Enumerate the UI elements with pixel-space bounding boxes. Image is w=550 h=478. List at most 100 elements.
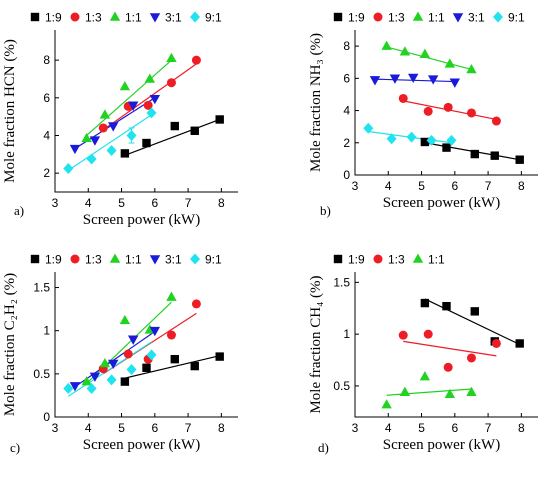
data-point-1:1 <box>166 291 177 301</box>
legend-label: 9:1 <box>205 253 222 267</box>
legend-marker-9:1 <box>190 11 200 23</box>
x-tick-label: 3 <box>52 421 59 435</box>
data-point-1:9 <box>470 307 479 316</box>
y-tick-label: 4 <box>343 104 350 118</box>
chart-panel-b: 3 4 5 6 7 8 0 2 4 6 8 Screen power (kW) Mole fractio… <box>308 11 538 218</box>
fit-line-9:1 <box>67 341 152 397</box>
legend-label: 1:3 <box>388 253 405 267</box>
data-point-9:1 <box>126 129 137 141</box>
x-axis-label: Screen power (kW) <box>83 437 200 453</box>
y-tick-label: 8 <box>343 39 350 53</box>
legend-marker-1:9 <box>30 12 40 22</box>
y-tick-label: 1 <box>43 324 50 338</box>
data-point-1:9 <box>442 143 451 152</box>
data-point-9:1 <box>86 153 97 165</box>
data-point-1:9 <box>420 137 430 147</box>
data-point-3:1 <box>127 335 139 345</box>
y-tick-label: 2 <box>43 166 50 180</box>
x-axis-label: Screen power (kW) <box>383 437 500 453</box>
legend-marker-9:1 <box>190 253 200 265</box>
data-point-1:9 <box>442 301 451 311</box>
data-point-9:1 <box>446 134 457 146</box>
legend-label: 3:1 <box>165 253 182 267</box>
legend-label: 3:1 <box>165 11 182 25</box>
data-point-1:3 <box>123 349 133 359</box>
data-point-1:1 <box>466 63 477 74</box>
fit-line-1:1 <box>386 46 472 71</box>
legend-label: 1:9 <box>45 253 62 267</box>
data-point-1:1 <box>81 132 92 143</box>
legend-label: 1:9 <box>348 11 365 25</box>
data-point-1:1 <box>466 386 477 396</box>
chart-panel-c: 3 4 5 6 7 8 0 0.5 1 1.5 Screen power (kW) Mole frac… <box>2 253 238 455</box>
fit-line-3:1 <box>374 78 455 83</box>
data-point-9:1 <box>106 145 117 157</box>
data-point-3:1 <box>108 122 119 132</box>
data-point-1:1 <box>144 73 156 83</box>
data-point-1:3 <box>466 108 476 118</box>
y-tick-label: 0 <box>343 168 350 182</box>
data-point-1:9 <box>142 138 151 148</box>
data-point-1:9 <box>142 363 151 373</box>
data-point-1:1 <box>419 48 431 58</box>
x-tick-label: 7 <box>485 179 492 193</box>
legend-marker-1:3 <box>70 254 80 264</box>
data-point-1:9 <box>515 339 524 348</box>
data-point-3:1 <box>108 359 119 369</box>
data-point-1:3 <box>98 123 108 133</box>
data-point-1:1 <box>381 40 392 50</box>
fit-line-1:1 <box>86 59 172 136</box>
data-point-9:1 <box>146 349 157 361</box>
data-point-3:1 <box>89 136 101 146</box>
legend-label: 3:1 <box>468 11 485 25</box>
data-point-3:1 <box>69 382 81 392</box>
data-point-1:1 <box>81 376 92 386</box>
legend-marker-1:1 <box>109 253 121 263</box>
data-point-1:3 <box>423 106 433 116</box>
legend-marker-1:3 <box>70 12 80 22</box>
y-axis-label: Mole fraction CH₄ (%) <box>308 275 324 413</box>
legend-marker-3:1 <box>149 13 161 23</box>
data-point-9:1 <box>426 134 437 146</box>
legend-label: 1:1 <box>428 253 445 267</box>
legend-label: 9:1 <box>508 11 525 25</box>
data-point-9:1 <box>386 133 397 145</box>
x-tick-label: 4 <box>385 179 392 193</box>
data-point-1:1 <box>119 314 131 325</box>
x-tick-label: 6 <box>451 179 458 193</box>
legend-label: 9:1 <box>205 11 222 25</box>
data-point-1:1 <box>444 388 456 399</box>
fit-line-9:1 <box>67 114 152 171</box>
fit-line-1:1 <box>386 388 472 396</box>
data-point-1:1 <box>119 81 131 91</box>
x-tick-label: 3 <box>352 421 359 435</box>
legend-marker-1:3 <box>373 12 383 22</box>
legend: 1:9 1:3 1:1 3:1 9:1 <box>333 11 525 25</box>
data-point-1:1 <box>166 52 177 63</box>
y-tick-label: 0.5 <box>33 367 50 381</box>
data-point-9:1 <box>106 374 117 386</box>
x-tick-label: 4 <box>85 196 92 210</box>
legend-marker-1:1 <box>109 11 121 21</box>
x-tick-label: 5 <box>418 179 425 193</box>
y-tick-label: 1.5 <box>33 281 50 295</box>
legend-marker-1:1 <box>412 253 424 263</box>
data-point-9:1 <box>63 383 74 395</box>
legend-label: 1:3 <box>388 11 405 25</box>
legend: 1:9 1:3 1:1 3:1 9:1 <box>30 11 222 25</box>
fit-line-1:9 <box>124 355 220 379</box>
legend-marker-9:1 <box>493 11 503 23</box>
x-tick-label: 5 <box>118 421 125 435</box>
legend-marker-1:9 <box>333 12 343 22</box>
data-point-1:1 <box>444 58 456 68</box>
x-tick-label: 4 <box>385 421 392 435</box>
data-point-3:1 <box>89 372 101 382</box>
data-point-3:1 <box>408 73 419 84</box>
data-point-1:3 <box>398 93 408 103</box>
data-point-1:3 <box>191 299 201 309</box>
legend: 1:9 1:3 1:1 <box>333 253 445 267</box>
data-point-3:1 <box>449 78 461 88</box>
legend-marker-1:3 <box>373 254 383 264</box>
legend-label: 1:9 <box>348 253 365 267</box>
